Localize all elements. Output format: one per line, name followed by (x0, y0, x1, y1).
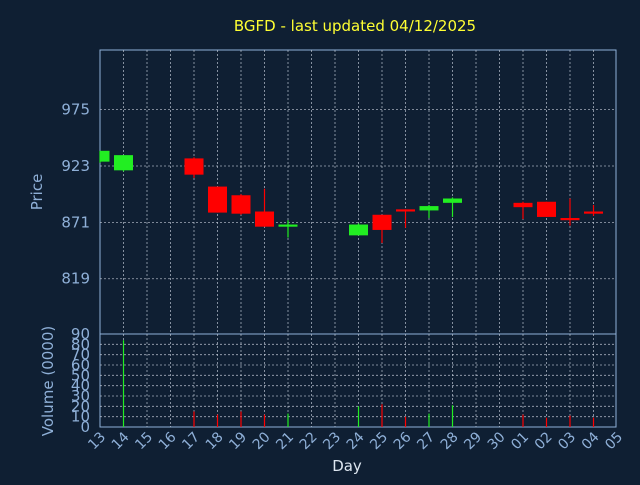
candle-body (419, 206, 439, 211)
x-tick-label: 15 (132, 429, 156, 453)
price-tick-labels: 819 871 923 975 (61, 101, 90, 288)
candle (513, 201, 533, 220)
x-tick-label: 14 (109, 429, 133, 453)
candle (349, 223, 368, 236)
volume-tick-label: 40 (71, 377, 90, 395)
x-tick-label: 19 (226, 429, 250, 453)
candle (99, 150, 110, 163)
x-tick-label: 26 (391, 429, 415, 453)
candle (231, 194, 251, 215)
x-tick-label: 22 (297, 429, 321, 453)
volume-tick-label: 30 (71, 387, 90, 405)
candle-body (537, 201, 556, 217)
volume-axis-label: Volume (0000) (39, 326, 57, 436)
candle (255, 188, 274, 227)
volume-tick-label: 20 (71, 397, 90, 415)
candle-body (100, 150, 110, 162)
volume-tick-label: 50 (71, 366, 90, 384)
volume-tick-label: 60 (71, 356, 90, 374)
x-tick-label: 27 (414, 429, 438, 453)
x-tick-label: 21 (273, 429, 297, 453)
x-tick-label: 03 (555, 429, 579, 453)
price-panel-frame (99, 49, 617, 335)
x-tick-label: 05 (602, 429, 626, 453)
grid-lines (100, 50, 616, 427)
candle-body (349, 224, 368, 236)
x-tick-label: 30 (485, 429, 509, 453)
chart-title: BGFD - last updated 04/12/2025 (234, 17, 476, 35)
candle (184, 157, 204, 178)
volume-tick-label: 90 (71, 325, 90, 343)
price-tick-label: 871 (61, 213, 90, 231)
candle (584, 205, 603, 216)
x-tick-label: 28 (438, 429, 462, 453)
x-tick-label: 29 (461, 429, 485, 453)
x-tick-label: 01 (508, 429, 532, 453)
x-axis-label: Day (332, 457, 362, 475)
candle-body (255, 211, 274, 227)
x-tick-labels: 13 14 15 16 17 18 19 20 21 22 23 24 25 26 27 28 29 30 01 02… (85, 429, 626, 453)
x-tick-label: 23 (320, 429, 344, 453)
candle (208, 186, 227, 213)
candle (443, 197, 462, 217)
volume-tick-label: 70 (71, 346, 90, 364)
candle-body (208, 186, 227, 213)
price-tick-label: 819 (61, 270, 90, 288)
candle-body (396, 209, 415, 212)
candle-body (114, 155, 133, 171)
candle-body (560, 218, 580, 221)
volume-tick-label: 10 (71, 408, 90, 426)
candle (114, 155, 133, 172)
candle-body (231, 195, 251, 214)
candle (560, 198, 580, 226)
candle (419, 205, 439, 219)
volume-tick-label: 0 (80, 418, 90, 436)
x-tick-label: 18 (203, 429, 227, 453)
candle (396, 209, 415, 228)
x-tick-label: 17 (179, 429, 203, 453)
x-tick-label: 16 (156, 429, 180, 453)
candle-body (372, 214, 392, 230)
candle-body (443, 198, 462, 203)
price-tick-label: 975 (61, 101, 90, 119)
candle-body (513, 202, 533, 208)
x-tick-label: 25 (367, 429, 391, 453)
candle (372, 214, 392, 243)
candle-body (584, 211, 603, 214)
candle-body (278, 224, 298, 227)
x-tick-label: 20 (250, 429, 274, 453)
x-tick-label: 02 (532, 429, 556, 453)
x-tick-label: 04 (579, 429, 603, 453)
candle (537, 201, 556, 217)
candle (278, 220, 298, 238)
price-axis-label: Price (28, 174, 46, 211)
candles (99, 150, 603, 243)
x-tick-label: 24 (344, 429, 368, 453)
price-tick-label: 923 (61, 157, 90, 175)
volume-bars (122, 340, 595, 427)
volume-tick-label: 80 (71, 335, 90, 353)
candle-body (184, 158, 204, 175)
